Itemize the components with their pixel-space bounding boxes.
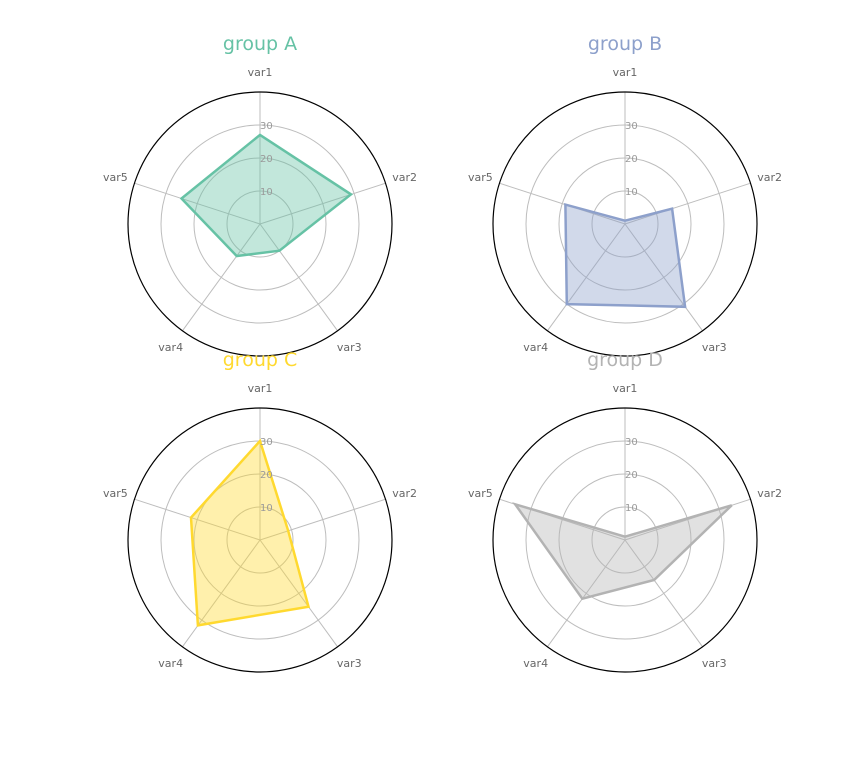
spoke-line [547, 223, 626, 332]
category-label-var2: var2 [392, 487, 417, 500]
spoke-line [499, 182, 626, 225]
category-label-var2: var2 [392, 171, 417, 184]
radial-tick-label: 30 [260, 437, 273, 448]
radial-tick-label: 20 [625, 154, 638, 165]
spoke-line [547, 539, 626, 648]
outer-frame [127, 91, 393, 357]
series-area [515, 504, 732, 599]
spoke-line [259, 498, 386, 541]
chart-title: group B [588, 33, 662, 55]
category-label-var3: var3 [702, 341, 727, 354]
spoke-line [259, 223, 338, 332]
radial-tick-label: 30 [625, 437, 638, 448]
spoke-line [134, 182, 261, 225]
outer-frame [127, 407, 393, 673]
category-label-var1: var1 [613, 382, 638, 395]
category-label-var1: var1 [248, 382, 273, 395]
category-label-var5: var5 [103, 171, 128, 184]
spoke-line [624, 182, 751, 225]
radial-tick-label: 20 [260, 154, 273, 165]
category-label-var3: var3 [702, 657, 727, 670]
category-label-var5: var5 [103, 487, 128, 500]
spoke-line [259, 539, 338, 648]
spoke-line [182, 223, 261, 332]
category-label-var4: var4 [523, 341, 548, 354]
series-line [179, 133, 354, 258]
category-label-var5: var5 [468, 487, 493, 500]
category-label-var2: var2 [757, 487, 782, 500]
radar-panel: 10 20 30 var1 var2 var3 var4 var5 group C [103, 349, 417, 673]
spoke-line [182, 539, 261, 648]
series-line [512, 502, 733, 601]
category-label-var1: var1 [613, 66, 638, 79]
category-label-var2: var2 [757, 171, 782, 184]
category-label-var4: var4 [158, 341, 183, 354]
radial-tick-label: 10 [260, 503, 273, 514]
spoke-line [624, 539, 703, 648]
spoke-line [259, 182, 386, 225]
outer-frame [492, 407, 758, 673]
radar-panel: 10 20 30 var1 var2 var3 var4 var5 group B [468, 33, 782, 357]
radial-tick-label: 10 [625, 503, 638, 514]
radial-tick-label: 20 [625, 470, 638, 481]
category-label-var1: var1 [248, 66, 273, 79]
outer-frame [492, 91, 758, 357]
series-area [191, 441, 309, 626]
radial-tick-label: 10 [625, 187, 638, 198]
category-label-var3: var3 [337, 341, 362, 354]
series-line [189, 438, 311, 627]
radial-tick-label: 10 [260, 187, 273, 198]
radar-panel: 10 20 30 var1 var2 var3 var4 var5 group A [103, 33, 417, 357]
radar-panel: 10 20 30 var1 var2 var3 var4 var5 group D [468, 349, 782, 673]
radial-tick-label: 20 [260, 470, 273, 481]
category-label-var4: var4 [158, 657, 183, 670]
radial-tick-label: 30 [625, 121, 638, 132]
chart-title: group C [223, 349, 298, 371]
category-label-var4: var4 [523, 657, 548, 670]
series-line [564, 202, 687, 309]
series-area [565, 204, 686, 307]
category-label-var3: var3 [337, 657, 362, 670]
chart-title: group D [587, 349, 663, 371]
chart-title: group A [223, 33, 297, 55]
spoke-line [134, 498, 261, 541]
radial-tick-label: 30 [260, 121, 273, 132]
category-label-var5: var5 [468, 171, 493, 184]
spoke-line [624, 223, 703, 332]
